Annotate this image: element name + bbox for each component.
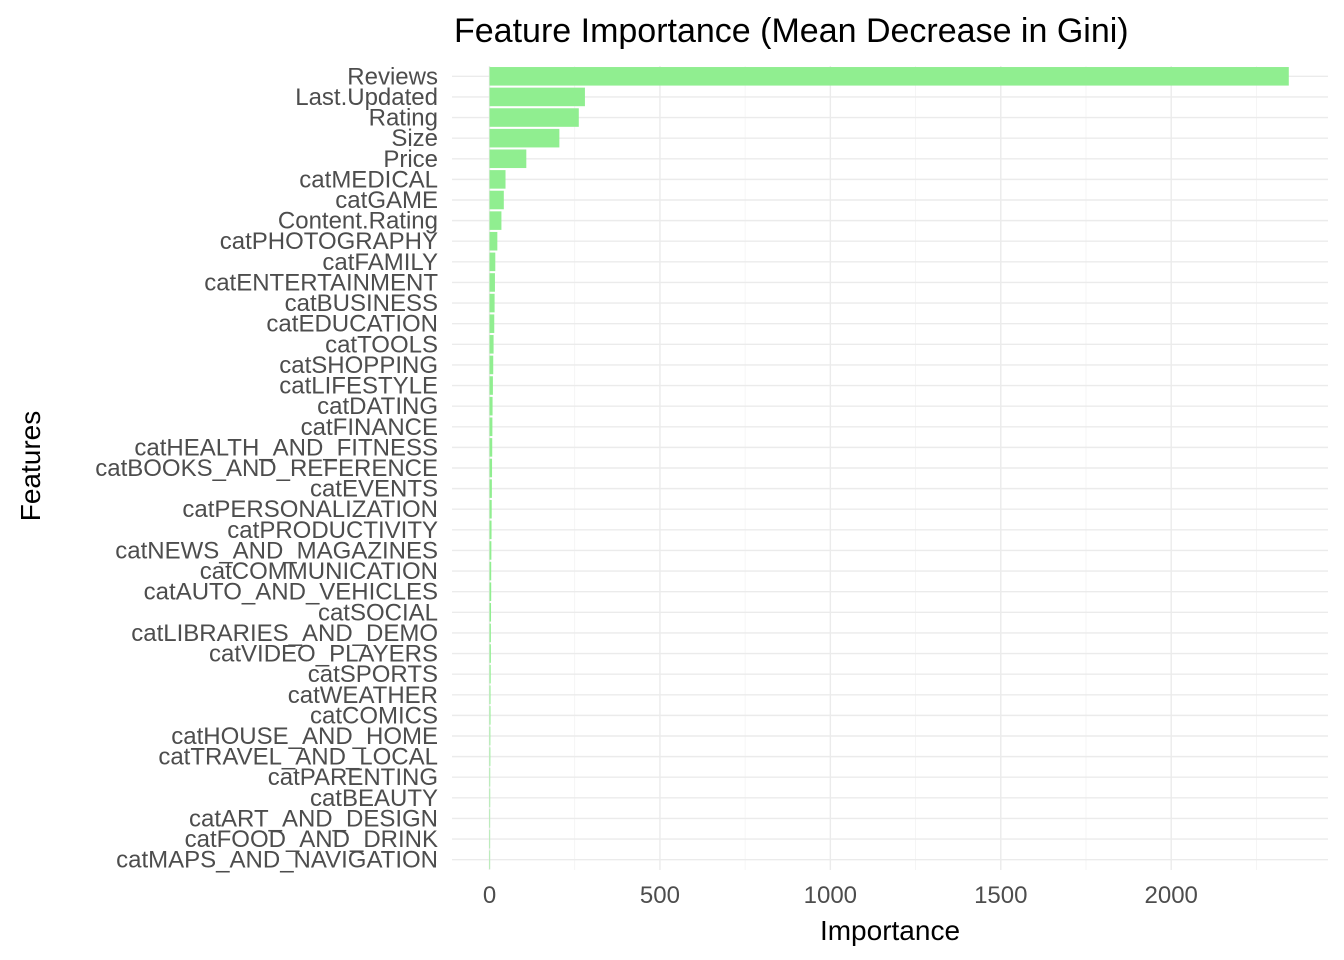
- y-tick-label: catEVENTS: [310, 476, 438, 503]
- y-tick-label: catFAMILY: [322, 249, 438, 276]
- y-tick-label: catNEWS_AND_MAGAZINES: [115, 537, 438, 564]
- bar: [489, 458, 493, 478]
- bar: [489, 376, 493, 395]
- y-tick-label: catSHOPPING: [279, 352, 438, 379]
- bar: [489, 664, 491, 684]
- y-tick-label: catFOOD_AND_DRINK: [185, 826, 438, 853]
- y-tick-label: catCOMMUNICATION: [200, 558, 438, 585]
- y-tick-label: catHOUSE_AND_HOME: [171, 723, 438, 750]
- y-tick-label: Reviews: [347, 63, 438, 90]
- bar: [489, 623, 491, 643]
- y-tick-label: catHEALTH_AND_FITNESS: [134, 434, 438, 461]
- bar: [489, 211, 502, 230]
- y-tick-label: catEDUCATION: [266, 311, 438, 338]
- bar: [489, 438, 493, 457]
- bar: [489, 417, 493, 437]
- y-tick-label: catLIBRARIES_AND_DEMO: [131, 620, 438, 647]
- bar: [489, 355, 494, 375]
- bars: [489, 67, 1289, 869]
- y-tick-label: catPHOTOGRAPHY: [220, 228, 438, 255]
- x-tick-labels: 0 500 1000 1500 2000: [483, 882, 1198, 909]
- bar: [489, 788, 491, 808]
- bar: [489, 644, 491, 663]
- bar: [489, 767, 491, 787]
- y-tick-label: catBUSINESS: [285, 290, 438, 317]
- y-tick-label: Rating: [369, 105, 438, 132]
- y-tick-label: catSPORTS: [308, 661, 438, 688]
- bar: [489, 87, 585, 107]
- y-tick-label: catFINANCE: [301, 414, 438, 441]
- bar: [489, 252, 496, 272]
- bar: [489, 809, 491, 828]
- x-axis-title: Importance: [820, 915, 960, 946]
- y-axis-title: Features: [15, 411, 46, 522]
- y-tick-label: Size: [391, 125, 438, 152]
- y-tick-label: Price: [383, 146, 438, 173]
- y-tick-label: catCOMICS: [310, 702, 438, 729]
- x-tick-label: 1500: [974, 882, 1027, 909]
- y-tick-label: Last.Updated: [295, 84, 438, 111]
- y-tick-label: catBEAUTY: [310, 785, 438, 812]
- bar: [489, 170, 506, 189]
- bar: [489, 850, 491, 869]
- bar: [489, 231, 498, 251]
- bar: [489, 520, 492, 540]
- bar: [489, 603, 492, 622]
- bar: [489, 149, 527, 169]
- x-tick-label: 0: [483, 882, 496, 909]
- y-tick-label: catMAPS_AND_NAVIGATION: [116, 847, 438, 874]
- bar: [489, 541, 492, 560]
- y-tick-label: catGAME: [335, 187, 438, 214]
- bar: [489, 293, 495, 313]
- y-tick-label: catPERSONALIZATION: [182, 496, 438, 523]
- y-tick-label: catSOCIAL: [318, 599, 438, 626]
- y-tick-label: catLIFESTYLE: [279, 373, 438, 400]
- x-tick-label: 2000: [1145, 882, 1198, 909]
- bar: [489, 706, 491, 725]
- chart-title: Feature Importance (Mean Decrease in Gin…: [454, 12, 1129, 50]
- y-tick-label: catENTERTAINMENT: [204, 269, 438, 296]
- bar: [489, 499, 492, 519]
- x-tick-label: 500: [640, 882, 680, 909]
- bar: [489, 273, 495, 292]
- bar: [489, 67, 1289, 86]
- bar: [489, 335, 494, 354]
- grid: [452, 66, 1328, 870]
- y-tick-label: catTRAVEL_AND_LOCAL: [158, 744, 438, 771]
- bar: [489, 314, 495, 333]
- bar: [489, 108, 579, 127]
- bar: [489, 561, 492, 581]
- bar: [489, 190, 504, 210]
- y-tick-label: catAUTO_AND_VEHICLES: [144, 579, 438, 606]
- bar: [489, 829, 491, 849]
- bar: [489, 479, 492, 498]
- bar: [489, 396, 493, 416]
- y-tick-label: catTOOLS: [325, 331, 438, 358]
- y-tick-label: catPARENTING: [268, 764, 438, 791]
- y-tick-label: catPRODUCTIVITY: [227, 517, 438, 544]
- bar: [489, 685, 491, 705]
- y-tick-label: catART_AND_DESIGN: [189, 805, 438, 832]
- y-tick-label: catDATING: [317, 393, 438, 420]
- y-tick-label: catMEDICAL: [299, 166, 438, 193]
- bar: [489, 726, 491, 746]
- y-tick-label: catBOOKS_AND_REFERENCE: [95, 455, 438, 482]
- bar: [489, 128, 560, 148]
- y-tick-label: Content.Rating: [278, 208, 438, 235]
- bar: [489, 747, 491, 766]
- y-tick-labels: ReviewsLast.UpdatedRatingSizePricecatMED…: [95, 63, 438, 873]
- y-tick-label: catWEATHER: [288, 682, 438, 709]
- y-tick-label: catVIDEO_PLAYERS: [209, 641, 438, 668]
- bar: [489, 582, 492, 601]
- x-tick-label: 1000: [804, 882, 857, 909]
